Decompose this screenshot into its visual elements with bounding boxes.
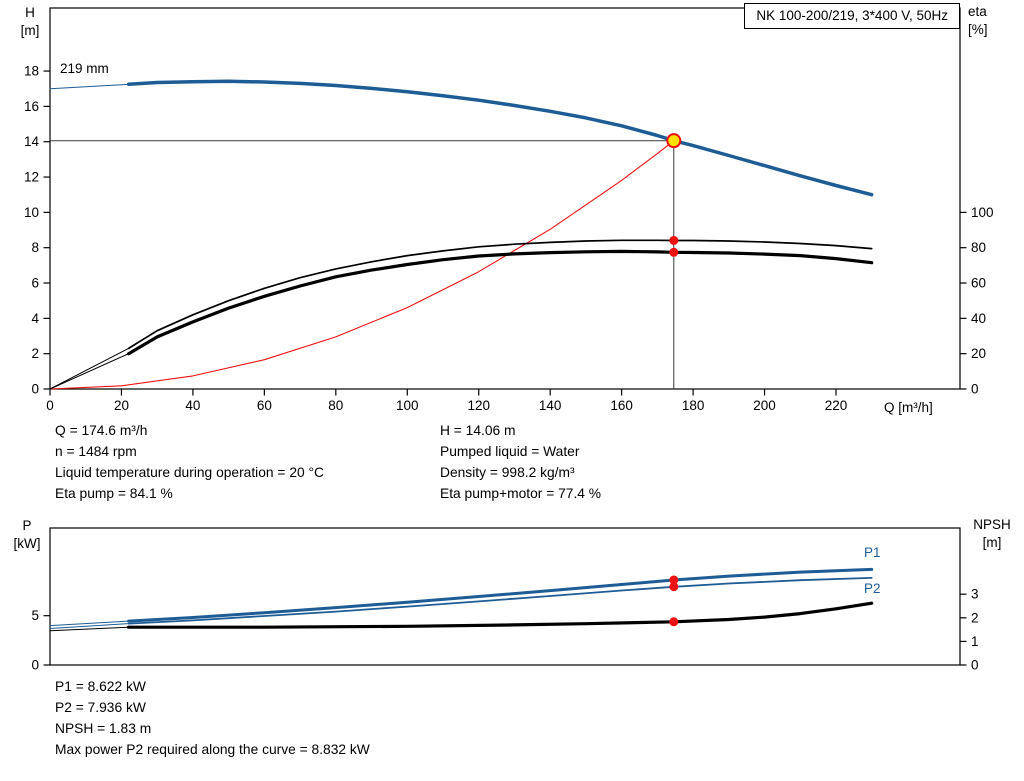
h-tick-label: 14 — [24, 134, 40, 149]
p2-curve-leadin — [49, 623, 130, 629]
npsh-axis-symbol: NPSH — [973, 517, 1011, 532]
npsh-axis-label: NPSH [m] — [963, 516, 1021, 552]
q-tick-label: 60 — [257, 398, 272, 413]
q-tick-label: 220 — [825, 398, 848, 413]
info-line-liquid-temp: Liquid temperature during operation = 20… — [55, 465, 324, 480]
info-line-max-p2: Max power P2 required along the curve = … — [55, 742, 370, 757]
duty-crosshair — [50, 140, 675, 389]
h-axis-label: H [m] — [12, 4, 48, 40]
head-curve — [126, 79, 874, 197]
q-tick-label: 140 — [539, 398, 562, 413]
power-npsh-info: P1 = 8.622 kW P2 = 7.936 kW NPSH = 1.83 … — [55, 676, 370, 760]
npsh-tick-label: 1 — [971, 634, 979, 649]
npsh-tick-label: 0 — [971, 658, 979, 673]
info-line-eta-pump: Eta pump = 84.1 % — [55, 486, 173, 501]
h-tick-label: 8 — [31, 240, 39, 255]
h-tick-label: 0 — [31, 382, 39, 397]
eta-tick-label: 60 — [971, 276, 986, 291]
p1-curve-label: P1 — [864, 545, 881, 560]
p1-duty-dot — [669, 575, 679, 585]
eta-tick-label: 80 — [971, 240, 986, 255]
npsh-tick-label: 3 — [971, 587, 979, 602]
eta-tick-label: 40 — [971, 311, 986, 326]
eta-pump-motor-curve-leadin — [49, 353, 130, 390]
h-tick-label: 16 — [24, 99, 39, 114]
p2-curve — [127, 577, 873, 625]
eta-axis-unit: [%] — [968, 22, 988, 37]
info-line-density: Density = 998.2 kg/m³ — [440, 465, 575, 480]
eta-tick-label: 0 — [971, 382, 979, 397]
bottom-chart-frame — [49, 527, 961, 666]
h-tick-label: 2 — [31, 346, 39, 361]
p-axis-unit: [kW] — [13, 536, 41, 551]
q-tick-label: 120 — [467, 398, 490, 413]
h-tick-label: 10 — [24, 205, 39, 220]
head-curve-leadin — [49, 83, 130, 90]
q-axis-label: Q [m³/h] — [884, 400, 933, 415]
system-curve — [49, 140, 675, 390]
p-tick-label: 5 — [31, 608, 39, 623]
h-tick-label: 12 — [24, 170, 39, 185]
eta-tick-label: 100 — [971, 205, 994, 220]
top-chart-frame — [49, 7, 961, 390]
q-tick-label: 40 — [185, 398, 200, 413]
p-axis-symbol: P — [22, 518, 32, 533]
h-tick-label: 18 — [24, 64, 39, 79]
h-tick-label: 4 — [31, 311, 39, 326]
npsh-duty-dot — [669, 617, 679, 627]
p2-duty-dot — [669, 582, 679, 592]
q-tick-label: 20 — [114, 398, 129, 413]
info-line-npsh: NPSH = 1.83 m — [55, 721, 152, 736]
q-tick-label: 100 — [396, 398, 419, 413]
info-line-eta-pump-motor: Eta pump+motor = 77.4 % — [440, 486, 602, 501]
chart-title-box: NK 100-200/219, 3*400 V, 50Hz — [744, 3, 960, 29]
info-line-h: H = 14.06 m — [440, 423, 516, 438]
q-tick-label: 200 — [753, 398, 776, 413]
info-line-n: n = 1484 rpm — [55, 444, 137, 459]
eta-pump-curve-leadin — [49, 347, 130, 390]
p1-curve-leadin — [49, 620, 130, 627]
p2-curve-label: P2 — [864, 581, 881, 596]
q-tick-label: 0 — [46, 398, 54, 413]
eta-pump-motor-curve — [127, 249, 874, 356]
duty-info-right: H = 14.06 m Pumped liquid = Water Densit… — [440, 420, 601, 504]
duty-point-marker — [666, 133, 682, 149]
h-tick-label: 6 — [31, 276, 39, 291]
npsh-curve-leadin — [49, 626, 130, 632]
info-line-q: Q = 174.6 m³/h — [55, 423, 148, 438]
q-tick-label: 80 — [328, 398, 343, 413]
eta-pump-duty-dot — [669, 235, 679, 245]
p-tick-label: 0 — [31, 658, 39, 673]
q-tick-label: 180 — [682, 398, 705, 413]
impeller-diameter-label: 219 mm — [60, 61, 109, 76]
eta-tick-label: 20 — [971, 346, 986, 361]
p-axis-label: P [kW] — [6, 517, 48, 553]
eta-pump-motor-duty-dot — [669, 247, 679, 257]
p1-curve — [127, 567, 874, 623]
duty-info-left: Q = 174.6 m³/h n = 1484 rpm Liquid tempe… — [55, 420, 324, 504]
info-line-pumped-liquid: Pumped liquid = Water — [440, 444, 580, 459]
npsh-axis-unit: [m] — [982, 535, 1002, 550]
eta-axis-symbol: eta — [968, 4, 987, 19]
h-axis-unit: [m] — [20, 23, 40, 38]
q-tick-label: 160 — [610, 398, 633, 413]
npsh-tick-label: 2 — [971, 610, 979, 625]
h-axis-symbol: H — [25, 5, 35, 20]
eta-axis-label: eta [%] — [968, 3, 1020, 39]
info-line-p1: P1 = 8.622 kW — [55, 679, 146, 694]
eta-pump-curve — [127, 239, 873, 350]
info-line-p2: P2 = 7.936 kW — [55, 700, 146, 715]
